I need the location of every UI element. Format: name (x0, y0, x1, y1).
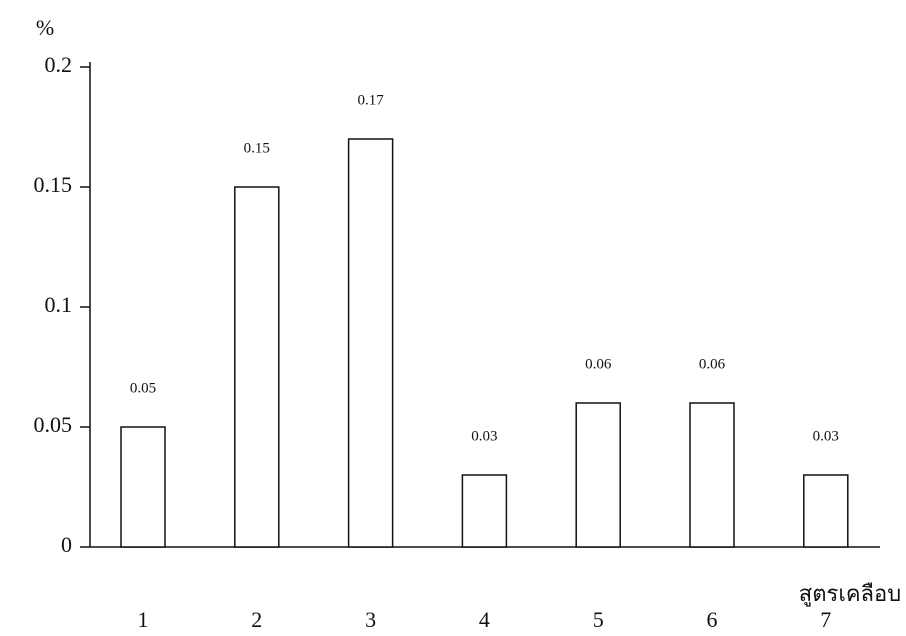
x-tick-label: 3 (365, 607, 376, 632)
y-tick-label: 0.1 (45, 292, 73, 317)
x-tick-label: 2 (251, 607, 262, 632)
value-label: 0.06 (585, 356, 612, 372)
value-label: 0.03 (813, 428, 839, 444)
x-tick-label: 4 (479, 607, 490, 632)
x-tick-label: 1 (138, 607, 149, 632)
y-tick-label: 0.15 (34, 172, 73, 197)
x-tick-label: 7 (820, 607, 831, 632)
bar (804, 475, 848, 547)
value-label: 0.05 (130, 380, 156, 396)
bar (121, 427, 165, 547)
x-tick-label: 6 (707, 607, 718, 632)
x-axis-label: สูตรเคลือบ (799, 581, 901, 607)
value-label: 0.03 (471, 428, 497, 444)
y-tick-label: 0 (61, 532, 72, 557)
x-tick-label: 5 (593, 607, 604, 632)
y-tick-label: 0.05 (34, 412, 73, 437)
bar (462, 475, 506, 547)
y-tick-label: 0.2 (45, 52, 73, 77)
value-label: 0.17 (357, 92, 384, 108)
bar (349, 139, 393, 547)
chart: % สูตรเคลือบ 0 0.05 0.1 0.15 0.2 1 0.05 2 0.15 3 0… (0, 0, 906, 636)
bar (235, 187, 279, 547)
value-label: 0.15 (244, 140, 270, 156)
bar (576, 403, 620, 547)
bar (690, 403, 734, 547)
value-label: 0.06 (699, 356, 726, 372)
y-axis-label: % (36, 15, 54, 40)
